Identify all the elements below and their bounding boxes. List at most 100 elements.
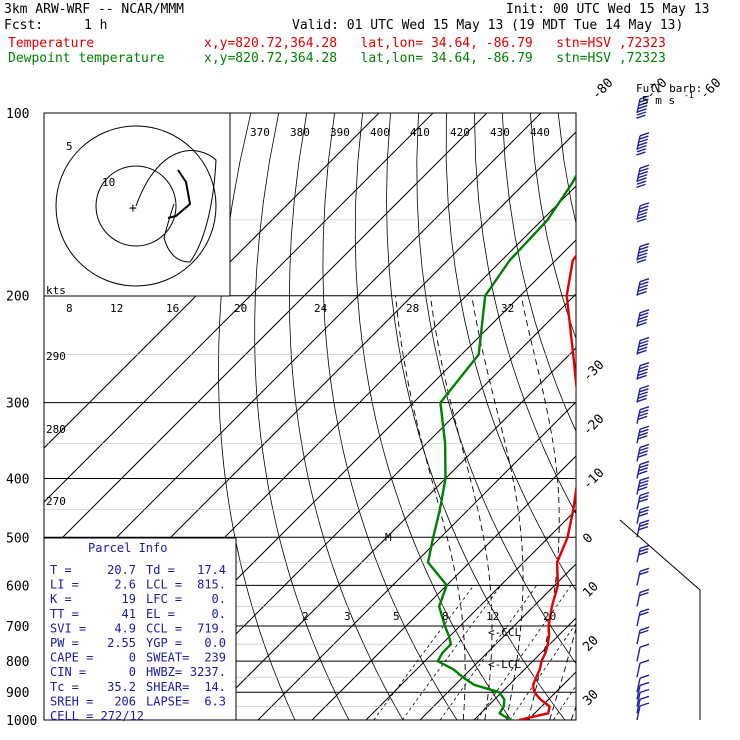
- dry-adiabat-line: [322, 113, 458, 720]
- legend-dewpoint-label: Dewpoint temperature: [8, 51, 165, 66]
- parcel-frame: [43, 537, 237, 721]
- parcel-row-cell: CCL =: [146, 621, 182, 635]
- isotherm-label: -10: [580, 466, 607, 493]
- parcel-row-cell: 41: [122, 607, 136, 621]
- dry-adiabat-line: [726, 113, 740, 720]
- parcel-row-cell: 239: [204, 651, 226, 665]
- mixing-ratio-label: 20: [543, 610, 556, 623]
- wind-barb: [636, 132, 650, 156]
- wind-barb: [636, 425, 650, 444]
- dry-adiabat-line: [501, 113, 576, 433]
- lcl-annotation: <-LCL: [488, 658, 521, 671]
- parcel-row-cell: SHEAR=: [146, 680, 189, 694]
- parcel-row-cell: YGP =: [146, 636, 182, 650]
- theta-e-label: 16: [166, 302, 179, 315]
- pressure-tick-label: 500: [6, 531, 29, 546]
- init-time: Init: 00 UTC Wed 15 May 13: [506, 2, 710, 17]
- hodograph-trace: [167, 169, 192, 219]
- theta-label-top: 390: [330, 126, 350, 139]
- isotherm-line: [203, 347, 576, 720]
- hodograph-ring: [95, 165, 177, 247]
- pressure-tick-label: 800: [6, 655, 29, 670]
- wind-barb: [636, 95, 650, 119]
- wind-barb: [636, 443, 650, 462]
- theta-e-label: 32: [501, 302, 514, 315]
- ccl-annotation: <-CCL: [488, 626, 521, 639]
- wind-barb: [636, 309, 650, 327]
- isotherm-line: [257, 401, 576, 720]
- parcel-row-cell: 35.2: [107, 680, 136, 694]
- isotherm-line: [419, 563, 576, 720]
- parcel-row-cell: HWBZ=: [146, 665, 182, 679]
- model-title: 3km ARW-WRF -- NCAR/MMM: [4, 2, 185, 17]
- isotherm-line: [636, 113, 740, 720]
- pressure-tick-label: 200: [6, 290, 29, 305]
- hodograph-ring-label: 10: [102, 176, 115, 189]
- wind-barb: [636, 278, 650, 296]
- isotherm-line: [44, 113, 488, 557]
- pressure-tick-label: 100: [6, 107, 29, 122]
- moist-adiabat-line: [593, 296, 716, 720]
- wind-barb: [636, 384, 650, 403]
- isotherm-line: [44, 113, 434, 503]
- wind-barb: [636, 164, 650, 189]
- temperature-profile: [518, 253, 576, 720]
- parcel-row-cell: Td =: [146, 563, 175, 577]
- mixing-ratio-line: [401, 585, 502, 720]
- barb-legend-unit: 5 m s: [642, 94, 675, 107]
- isotherm-label: -20: [580, 412, 607, 439]
- wind-barb: [636, 406, 650, 424]
- parcel-row-cell: 0.: [212, 592, 226, 606]
- isotherm-line: [582, 113, 740, 720]
- theta-e-label: 8: [66, 302, 73, 315]
- moist-adiabat-line: [520, 295, 560, 720]
- theta-e-label: 12: [110, 302, 123, 315]
- parcel-row-cell: 20.7: [107, 563, 136, 577]
- parcel-row-cell: 0.0: [204, 636, 226, 650]
- dry-adiabat-line: [670, 113, 740, 720]
- wind-barb: [636, 362, 650, 380]
- hodograph-center-mark: +: [129, 201, 137, 216]
- wind-barb: [636, 702, 650, 721]
- moist-adiabat-line: [570, 705, 576, 720]
- barb-legend-title: Full barb:: [636, 82, 702, 95]
- isotherm-line: [149, 293, 576, 720]
- theta-label-top: 440: [530, 126, 550, 139]
- legend-temperature-info: x,y=820.72,364.28 lat,lon= 34.64, -86.79…: [204, 36, 666, 51]
- dry-adiabat-line: [386, 113, 566, 720]
- isotherm-line: [365, 509, 576, 720]
- parcel-row-cell: 19: [122, 592, 136, 606]
- pressure-tick-label: 700: [6, 620, 29, 635]
- parcel-row-cell: T =: [50, 563, 72, 577]
- isotherm-line: [473, 617, 576, 720]
- forecast-hours: 1 h: [84, 18, 108, 33]
- wind-barb: [636, 491, 650, 510]
- pressure-tick-label: 600: [6, 579, 29, 594]
- wind-barb: [636, 567, 650, 586]
- parcel-row-cell: Tc =: [50, 680, 79, 694]
- parcel-row-cell: K =: [50, 592, 72, 606]
- theta-label-left: 290: [46, 350, 66, 363]
- pressure-tick-label: 300: [6, 397, 29, 412]
- wind-barb: [636, 506, 650, 524]
- parcel-row-cell: CELL = 272/12: [50, 709, 144, 723]
- parcel-row-cell: LFC =: [146, 592, 182, 606]
- isotherm-line: [527, 671, 576, 720]
- theta-e-label: 28: [406, 302, 419, 315]
- parcel-row-cell: 4.9: [114, 621, 136, 635]
- parcel-row-cell: TT =: [50, 607, 79, 621]
- forecast-label: Fcst:: [4, 18, 44, 33]
- pressure-tick-label: 400: [6, 472, 29, 487]
- parcel-row-cell: SREH =: [50, 694, 93, 708]
- theta-e-label: 20: [234, 302, 247, 315]
- hodograph: 10 5: [43, 112, 231, 297]
- mixing-ratio-label: 2: [302, 610, 309, 623]
- dry-adiabat-line: [642, 113, 740, 720]
- parcel-row-cell: 206: [114, 694, 136, 708]
- parcel-row-cell: 719.: [197, 621, 226, 635]
- mixing-ratio-line: [373, 585, 475, 720]
- dry-adiabat-line: [698, 113, 740, 720]
- parcel-info-title: Parcel Info: [88, 541, 167, 555]
- mixing-ratio-label: 5: [393, 610, 400, 623]
- wind-barb: [636, 544, 650, 563]
